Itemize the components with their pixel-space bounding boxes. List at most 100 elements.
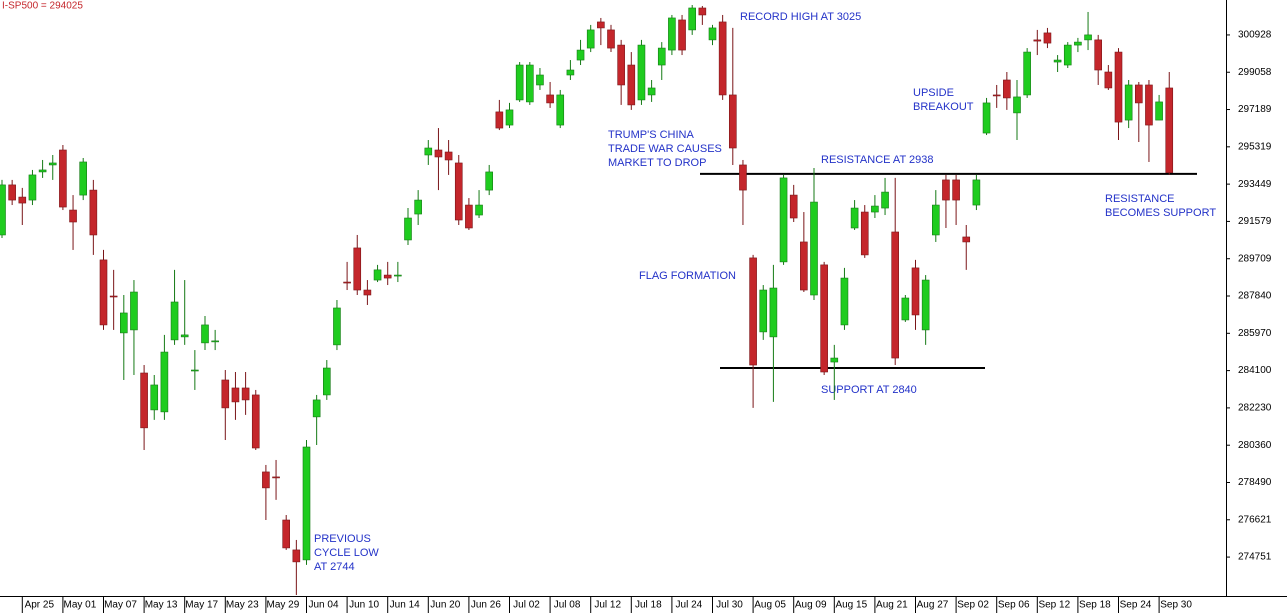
candle-body bbox=[992, 94, 1001, 97]
candle-body bbox=[454, 162, 463, 221]
annotation: AT 2744 bbox=[314, 561, 355, 573]
candle-body bbox=[1053, 59, 1062, 63]
x-tick-label: Jul 02 bbox=[513, 600, 540, 611]
candle-body bbox=[59, 149, 67, 208]
y-tick-label: 276621 bbox=[1238, 514, 1272, 525]
candle-body bbox=[536, 74, 544, 86]
candle-body bbox=[373, 269, 382, 281]
annotation: CYCLE LOW bbox=[314, 547, 379, 559]
candle-body bbox=[130, 291, 138, 331]
annotation: RESISTANCE AT 2938 bbox=[821, 154, 934, 166]
candle-body bbox=[38, 169, 47, 173]
candle-body bbox=[657, 47, 666, 66]
candle-body bbox=[404, 217, 412, 241]
candle-body bbox=[495, 111, 504, 129]
candle-body bbox=[1135, 84, 1143, 104]
candle-body bbox=[262, 471, 270, 489]
candle-body bbox=[850, 207, 859, 229]
candle-body bbox=[698, 7, 707, 16]
y-tick-label: 284100 bbox=[1238, 365, 1272, 376]
candle-body bbox=[18, 196, 27, 204]
candle-body bbox=[546, 94, 554, 104]
candle-body bbox=[1074, 41, 1082, 46]
candle-body bbox=[779, 177, 788, 263]
annotation: BREAKOUT bbox=[913, 101, 974, 113]
candle-body bbox=[607, 29, 615, 49]
annotation: UPSIDE bbox=[913, 87, 954, 99]
y-tick-label: 280360 bbox=[1238, 440, 1272, 451]
x-tick-label: Jul 30 bbox=[716, 600, 743, 611]
candle-body bbox=[759, 289, 768, 333]
candle-body bbox=[952, 179, 960, 201]
candle-body bbox=[921, 279, 930, 331]
candle-body bbox=[891, 231, 900, 359]
candle-body bbox=[739, 164, 747, 191]
x-tick-label: Aug 27 bbox=[917, 600, 949, 611]
x-tick-label: Sep 30 bbox=[1160, 600, 1192, 611]
candle-body bbox=[982, 102, 991, 134]
annotation: PREVIOUS bbox=[314, 533, 371, 545]
annotation: MARKET TO DROP bbox=[608, 157, 706, 169]
candle-body bbox=[1165, 87, 1174, 173]
candle-body bbox=[434, 149, 443, 158]
candle-body bbox=[99, 259, 108, 326]
candle-body bbox=[28, 174, 37, 201]
candle-body bbox=[1124, 84, 1133, 121]
candle-body bbox=[708, 27, 717, 41]
x-tick-label: May 01 bbox=[64, 600, 97, 611]
candle-body bbox=[1063, 44, 1072, 66]
candle-body bbox=[485, 171, 494, 191]
y-tick-label: 282230 bbox=[1238, 403, 1272, 414]
x-tick-label: May 29 bbox=[267, 600, 300, 611]
x-tick-label: Jun 26 bbox=[471, 600, 501, 611]
x-tick-label: Sep 06 bbox=[998, 600, 1030, 611]
y-tick-label: 274751 bbox=[1238, 552, 1272, 563]
candle-body bbox=[505, 109, 514, 126]
candle-body bbox=[840, 277, 849, 326]
x-tick-label: May 23 bbox=[226, 600, 259, 611]
candle-body bbox=[515, 64, 524, 101]
candle-body bbox=[962, 236, 971, 243]
candle-body bbox=[170, 301, 179, 341]
candle-body bbox=[1084, 34, 1092, 41]
y-tick-label: 295319 bbox=[1238, 141, 1272, 152]
candle-body bbox=[871, 205, 879, 213]
candle-body bbox=[678, 19, 686, 51]
x-tick-label: Sep 24 bbox=[1120, 600, 1152, 611]
annotation: TRUMP'S CHINA bbox=[608, 129, 694, 141]
candle-body bbox=[525, 64, 534, 103]
candle-body bbox=[688, 7, 697, 31]
candle-body bbox=[1003, 79, 1011, 99]
candle-body bbox=[972, 179, 981, 206]
x-tick-label: May 17 bbox=[185, 600, 218, 611]
annotation: TRADE WAR CAUSES bbox=[608, 143, 722, 155]
x-tick-label: Aug 15 bbox=[835, 600, 867, 611]
candle-body bbox=[79, 161, 87, 196]
candle-body bbox=[1155, 101, 1163, 121]
candle-body bbox=[901, 297, 910, 321]
y-tick-label: 300928 bbox=[1238, 30, 1272, 41]
x-tick-label: Jun 10 bbox=[349, 600, 379, 611]
candle-body bbox=[231, 387, 240, 403]
candle-body bbox=[140, 372, 148, 429]
y-tick-label: 297189 bbox=[1238, 104, 1272, 115]
candle-body bbox=[282, 519, 291, 549]
candle-body bbox=[201, 324, 209, 344]
chart-title: I-SP500 = 294025 bbox=[2, 1, 83, 12]
candle-body bbox=[221, 379, 230, 409]
candle-body bbox=[820, 264, 828, 373]
candle-body bbox=[0, 184, 6, 236]
candle-body bbox=[1023, 51, 1031, 96]
x-tick-label: Jun 04 bbox=[308, 600, 338, 611]
candle-body bbox=[728, 94, 737, 149]
x-tick-label: May 13 bbox=[145, 600, 178, 611]
candle-body bbox=[749, 257, 757, 366]
candle-body bbox=[89, 189, 98, 236]
candle-body bbox=[1033, 39, 1042, 42]
candle-body bbox=[211, 340, 219, 343]
candle-body bbox=[830, 357, 839, 363]
candle-body bbox=[444, 151, 453, 161]
candle-body bbox=[312, 399, 321, 418]
candle-body bbox=[942, 179, 950, 201]
